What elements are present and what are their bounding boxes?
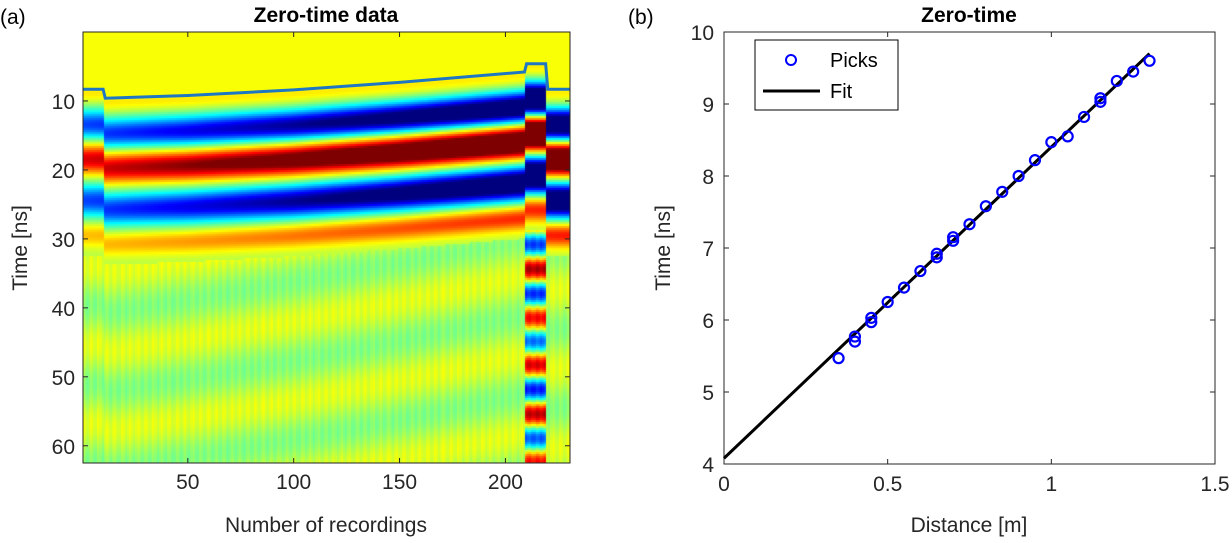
y-tick-label: 8	[702, 166, 714, 189]
y-tick-label: 20	[52, 160, 75, 183]
chart-b-xlabel: Distance [m]	[911, 514, 1028, 537]
x-tick-label: 0	[718, 473, 730, 496]
chart-a-frame	[82, 31, 571, 464]
pick-point	[865, 316, 878, 329]
pick-point	[881, 295, 894, 309]
y-tick-label: 4	[702, 454, 714, 477]
pick-point	[848, 330, 862, 343]
y-tick-label: 50	[52, 367, 75, 390]
chart-a-axes: 50 100 150 200 10 20 30 40 50 60	[52, 31, 571, 494]
legend-picks-marker	[785, 54, 797, 66]
y-tick-label: 10	[52, 91, 75, 114]
x-tick-label: 200	[488, 471, 523, 494]
pick-point	[1077, 110, 1091, 124]
panel-label-b: (b)	[628, 6, 654, 29]
chart-a-ylabel: Time [ns]	[9, 205, 32, 291]
legend-box	[754, 39, 899, 111]
pick-point	[979, 200, 992, 213]
pick-point	[1094, 92, 1107, 105]
legend-fit-label: Fit	[830, 81, 853, 103]
chart-b-axes: 0 0.5 1 1.5 4 5 6 7 8 9 10	[691, 22, 1230, 496]
y-tick-label: 60	[52, 436, 75, 459]
pick-line	[83, 62, 570, 100]
pick-point	[963, 218, 976, 231]
x-tick-label: 1	[1045, 473, 1057, 496]
pick-point	[930, 251, 943, 264]
y-tick-label: 40	[52, 298, 75, 321]
pick-point	[947, 234, 960, 247]
chart-a-title: Zero-time data	[254, 4, 399, 27]
pick-point	[1028, 154, 1042, 167]
chart-b-ylabel: Time [ns]	[652, 205, 675, 291]
pick-point	[848, 335, 862, 348]
x-tick-label: 1.5	[1200, 473, 1229, 496]
pick-point	[1012, 169, 1025, 183]
pick-point	[865, 311, 878, 324]
x-tick-label: 100	[276, 471, 311, 494]
pick-point	[996, 185, 1009, 198]
panel-label-a: (a)	[0, 6, 26, 29]
pick-point	[1110, 74, 1123, 88]
y-tick-label: 5	[702, 382, 714, 405]
legend-picks-label: Picks	[830, 50, 878, 72]
chart-a-xlabel: Number of recordings	[225, 514, 427, 537]
pick-point	[1045, 136, 1058, 149]
y-tick-label: 7	[702, 238, 714, 261]
y-tick-label: 30	[52, 229, 75, 252]
x-tick-label: 50	[176, 471, 199, 494]
y-tick-label: 9	[702, 94, 714, 117]
pick-point	[1127, 65, 1140, 78]
pick-point	[832, 352, 845, 365]
zero-time-heatmap	[83, 32, 570, 463]
pick-point	[1143, 54, 1156, 67]
y-tick-label: 10	[691, 22, 714, 45]
pick-point	[1094, 95, 1107, 108]
y-tick-label: 6	[702, 310, 714, 333]
x-tick-label: 150	[382, 471, 417, 494]
chart-b-title: Zero-time	[921, 4, 1017, 27]
pick-point	[1061, 130, 1074, 143]
pick-point	[914, 264, 927, 278]
legend: Picks Fit	[754, 39, 899, 111]
pick-point	[947, 231, 960, 244]
x-tick-label: 0.5	[873, 473, 902, 496]
fit-line	[722, 52, 1151, 460]
pick-point	[930, 247, 943, 260]
pick-point	[897, 281, 911, 294]
